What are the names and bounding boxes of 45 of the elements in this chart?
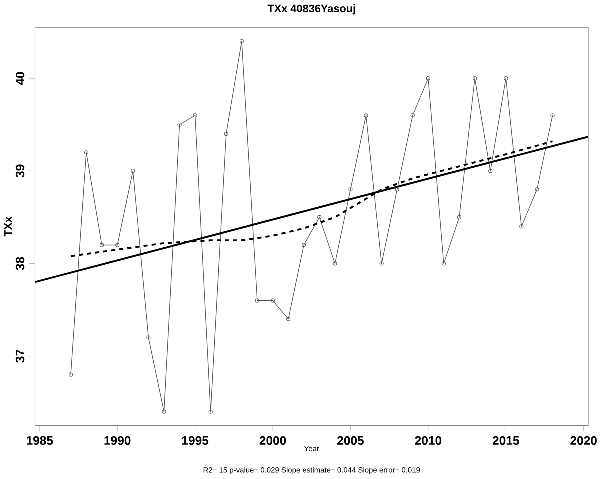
point — [504, 76, 508, 81]
y-tick-label: 39 — [16, 164, 25, 178]
point — [457, 215, 462, 220]
y-tick-label: 40 — [16, 72, 25, 86]
point — [348, 188, 353, 192]
point — [318, 215, 322, 220]
point — [224, 132, 228, 136]
x-tick-label: 1995 — [182, 436, 209, 446]
point — [520, 224, 524, 229]
chart-title: TXx 40836Yasouj — [268, 4, 356, 15]
point — [131, 169, 136, 174]
point — [442, 262, 446, 266]
x-tick-label: 1990 — [104, 436, 131, 446]
line-series — [70, 140, 554, 258]
point — [193, 114, 198, 118]
point — [380, 262, 384, 266]
point — [364, 114, 368, 118]
x-tick-label: 2010 — [415, 436, 442, 446]
x-tick-label: 2000 — [260, 436, 286, 446]
point — [162, 410, 166, 414]
point — [255, 298, 260, 303]
x-tick-label: 2005 — [338, 436, 364, 446]
point — [488, 169, 493, 174]
point — [100, 243, 104, 248]
point — [473, 76, 478, 81]
x-tick-label: 2015 — [492, 436, 520, 446]
point — [286, 317, 291, 322]
point — [116, 243, 120, 248]
point — [270, 298, 276, 303]
point — [240, 40, 244, 44]
point — [84, 150, 89, 155]
point — [395, 188, 400, 192]
y-tick-label: 37 — [16, 350, 25, 363]
point — [426, 76, 430, 81]
point — [302, 243, 306, 248]
x-tick-label: 2020 — [570, 436, 597, 446]
point — [535, 188, 540, 192]
y-tick-label: 38 — [16, 257, 25, 270]
point — [410, 114, 415, 118]
point — [146, 336, 151, 340]
y-axis-title: TXx — [4, 216, 12, 237]
point — [178, 122, 182, 127]
point — [333, 262, 338, 266]
point — [208, 410, 213, 414]
x-tick-label: 1985 — [27, 436, 54, 446]
